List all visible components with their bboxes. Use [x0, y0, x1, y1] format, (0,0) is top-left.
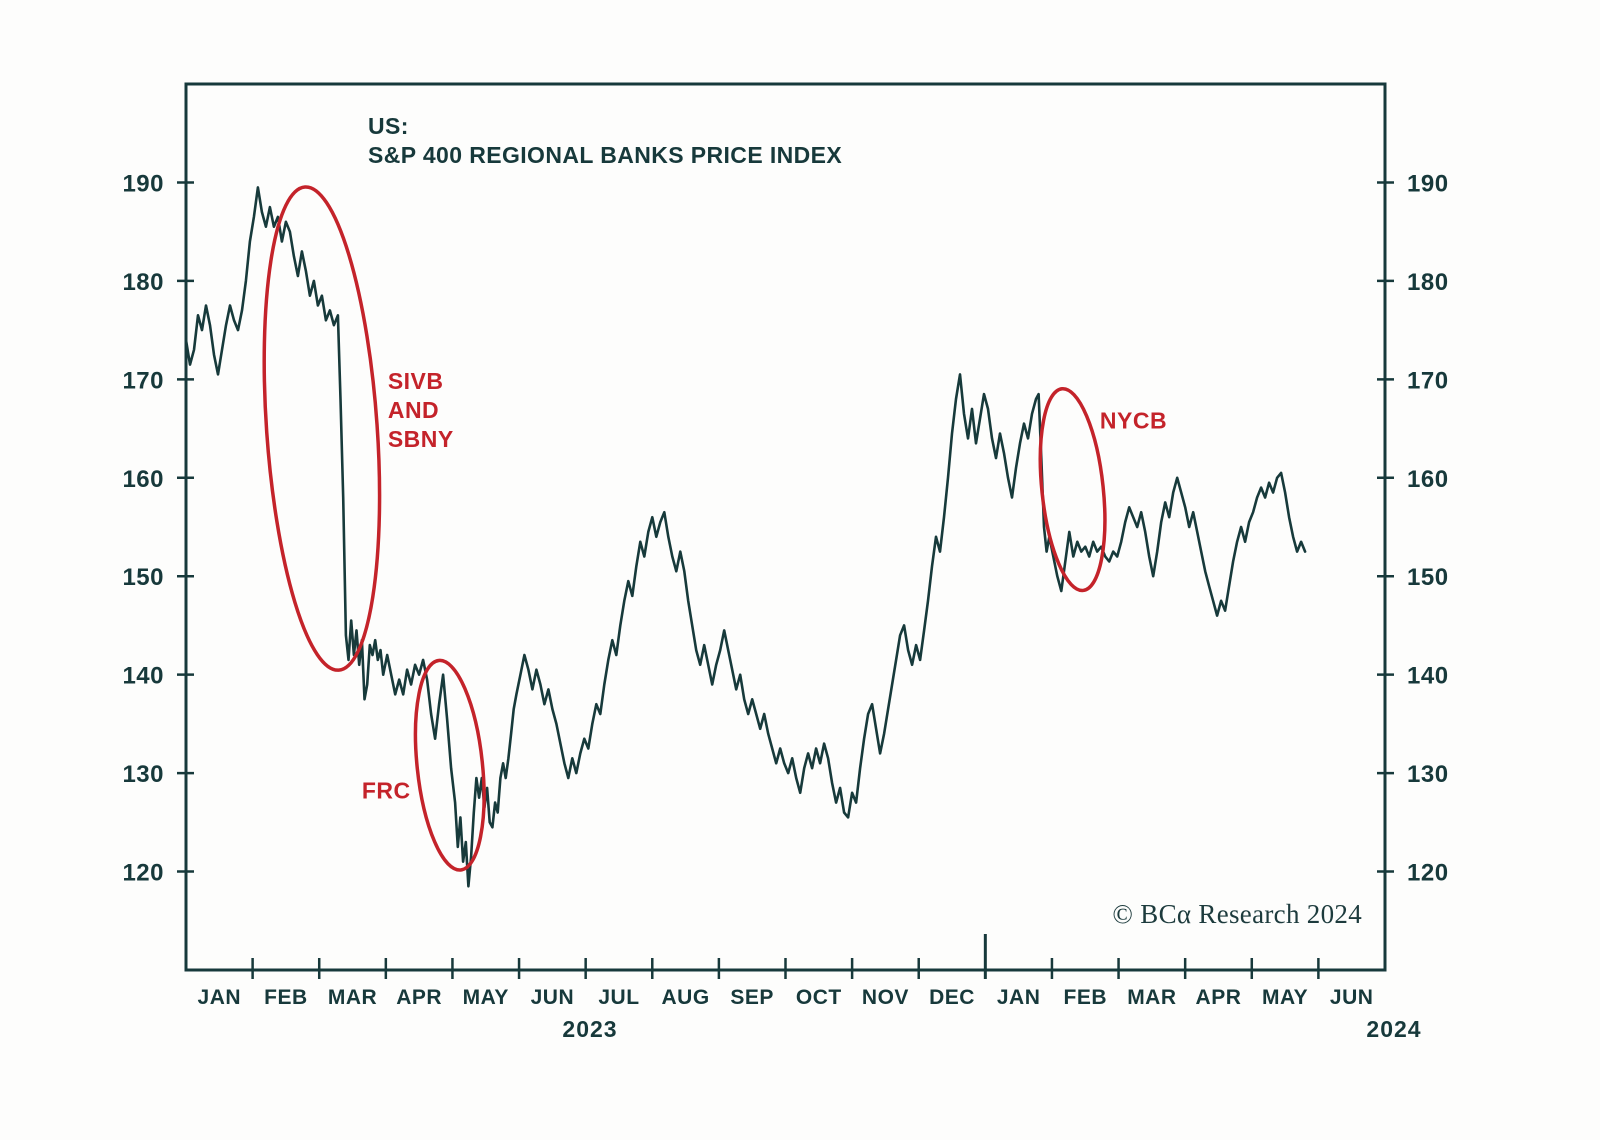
y-tick-label-right: 180 [1407, 269, 1449, 296]
y-tick-label-right: 130 [1407, 761, 1449, 788]
axis-labels: 120 120 130 130 140 140 150 150 160 160 170 170 180 1… [122, 170, 1448, 1042]
chart-title: US: S&P 400 REGIONAL BANKS PRICE INDEX [368, 112, 842, 170]
year-label: 2024 [1366, 1016, 1421, 1042]
price-line [184, 186, 1307, 888]
x-tick-label: MAY [1262, 986, 1308, 1009]
x-tick-label: JUL [598, 986, 639, 1009]
x-tick-label: OCT [796, 986, 842, 1009]
x-tick-label: MAR [328, 986, 377, 1009]
x-tick-label: MAR [1127, 986, 1176, 1009]
annotations: SIVB AND SBNY FRC NYCB [262, 185, 1167, 872]
x-tick-label: FEB [264, 986, 308, 1009]
nycb-ellipse [1038, 386, 1107, 593]
x-tick-label: AUG [661, 986, 709, 1009]
plot-border [184, 82, 1387, 972]
y-tick-label-left: 160 [122, 466, 164, 493]
y-tick-label-right: 170 [1407, 367, 1449, 394]
y-tick-label-right: 150 [1407, 564, 1449, 591]
chart-title-line1: US: [368, 113, 409, 139]
y-tick-label-left: 180 [122, 269, 164, 296]
frc-label: FRC [362, 778, 411, 804]
x-tick-label: APR [396, 986, 442, 1009]
y-tick-label-left: 130 [122, 761, 164, 788]
y-tick-label-right: 120 [1407, 860, 1449, 887]
plot-frame [184, 82, 1387, 972]
y-tick-label-right: 160 [1407, 466, 1449, 493]
sivb-sbny-label: SIVB AND SBNY [388, 368, 454, 452]
chart-title-line2: S&P 400 REGIONAL BANKS PRICE INDEX [368, 142, 843, 168]
x-tick-label: JUN [531, 986, 575, 1009]
y-tick-label-right: 140 [1407, 663, 1449, 690]
x-tick-label: FEB [1064, 986, 1108, 1009]
copyright-notice: © BCα Research 2024 [1112, 899, 1362, 929]
axis-ticks [177, 181, 1394, 979]
price-line-path [184, 186, 1307, 888]
x-tick-label: MAY [463, 986, 509, 1009]
x-tick-label: JAN [198, 986, 242, 1009]
x-tick-label: APR [1196, 986, 1242, 1009]
x-tick-label: JUN [1330, 986, 1374, 1009]
x-tick-label: JAN [997, 986, 1041, 1009]
y-tick-label-left: 150 [122, 564, 164, 591]
y-tick-label-right: 190 [1407, 170, 1449, 197]
sivb-sbny-ellipse [262, 185, 382, 672]
year-label: 2023 [562, 1016, 617, 1042]
nycb-label: NYCB [1100, 408, 1167, 434]
y-tick-label-left: 140 [122, 663, 164, 690]
x-tick-label: SEP [730, 986, 774, 1009]
frc-ellipse [413, 658, 486, 872]
y-tick-label-left: 120 [122, 860, 164, 887]
y-tick-label-left: 190 [122, 170, 164, 197]
x-tick-label: NOV [862, 986, 909, 1009]
y-tick-label-left: 170 [122, 367, 164, 394]
x-tick-label: DEC [929, 986, 975, 1009]
